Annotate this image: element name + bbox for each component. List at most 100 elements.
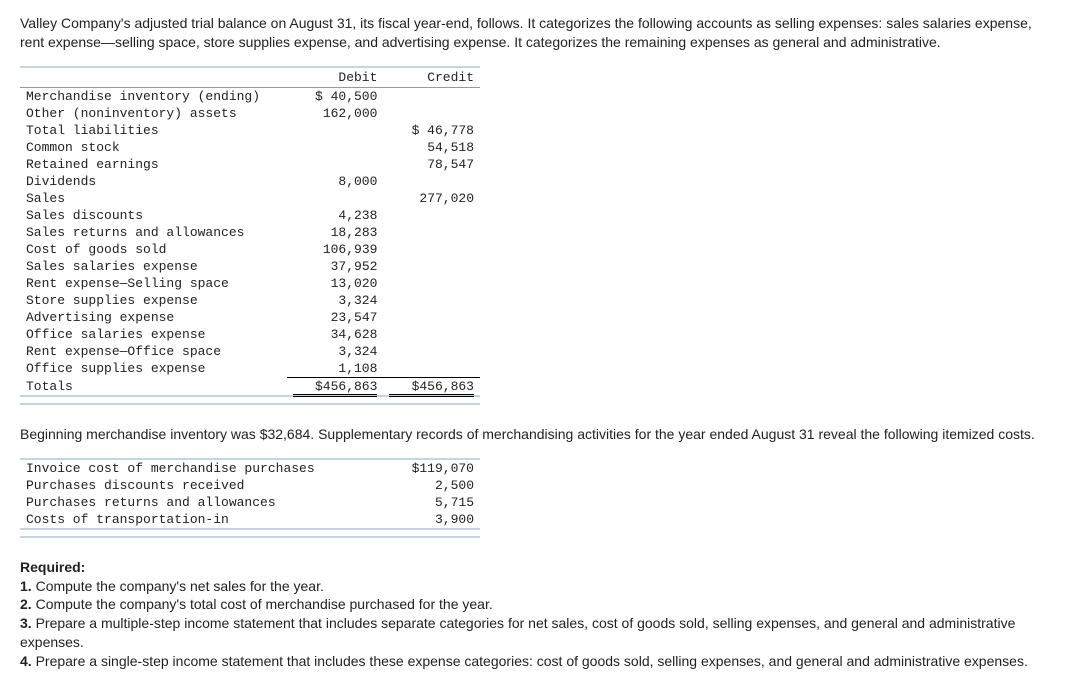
costs-row: Costs of transportation-in3,900 (20, 511, 480, 528)
required-item-text: Compute the company's total cost of merc… (36, 596, 493, 612)
tb-acct: Common stock (20, 139, 287, 156)
tb-debit (287, 139, 384, 156)
tb-header-credit: Credit (383, 68, 480, 88)
costs-acct: Invoice cost of merchandise purchases (20, 460, 360, 477)
mid-paragraph: Beginning merchandise inventory was $32,… (20, 425, 1055, 444)
blue-divider-2 (20, 536, 480, 538)
tb-credit (383, 292, 480, 309)
tb-credit: $ 46,778 (383, 122, 480, 139)
tb-debit: 4,238 (287, 207, 384, 224)
tb-credit (383, 241, 480, 258)
required-item-num: 3. (20, 615, 32, 631)
required-item: 1. Compute the company's net sales for t… (20, 577, 1055, 596)
tb-debit (287, 156, 384, 173)
tb-totals-credit: $456,863 (383, 377, 480, 395)
tb-row: Dividends8,000 (20, 173, 480, 190)
tb-header-debit: Debit (287, 68, 384, 88)
tb-acct: Advertising expense (20, 309, 287, 326)
costs-table: Invoice cost of merchandise purchases$11… (20, 460, 480, 528)
tb-row: Retained earnings 78,547 (20, 156, 480, 173)
tb-debit: 23,547 (287, 309, 384, 326)
tb-acct: Office supplies expense (20, 360, 287, 378)
tb-credit (383, 275, 480, 292)
tb-row: Cost of goods sold106,939 (20, 241, 480, 258)
tb-acct: Cost of goods sold (20, 241, 287, 258)
tb-row: Sales discounts4,238 (20, 207, 480, 224)
tb-header-acct (20, 68, 287, 88)
tb-totals-label: Totals (20, 377, 287, 395)
trial-balance-wrap: Debit Credit Merchandise inventory (endi… (20, 66, 480, 397)
tb-acct: Sales returns and allowances (20, 224, 287, 241)
tb-totals-row: Totals$456,863$456,863 (20, 377, 480, 395)
required-item-text: Compute the company's net sales for the … (36, 578, 324, 594)
tb-row: Other (noninventory) assets162,000 (20, 105, 480, 122)
tb-row: Common stock 54,518 (20, 139, 480, 156)
tb-acct: Store supplies expense (20, 292, 287, 309)
required-item: 4. Prepare a single-step income statemen… (20, 652, 1055, 671)
costs-val: $119,070 (360, 460, 480, 477)
tb-acct: Sales discounts (20, 207, 287, 224)
required-item-num: 1. (20, 578, 32, 594)
tb-credit: 54,518 (383, 139, 480, 156)
costs-val: 3,900 (360, 511, 480, 528)
tb-debit: 18,283 (287, 224, 384, 241)
costs-val: 5,715 (360, 494, 480, 511)
required-item: 2. Compute the company's total cost of m… (20, 595, 1055, 614)
tb-acct: Merchandise inventory (ending) (20, 87, 287, 105)
tb-debit: $ 40,500 (287, 87, 384, 105)
tb-acct: Retained earnings (20, 156, 287, 173)
tb-credit: 78,547 (383, 156, 480, 173)
tb-row: Store supplies expense3,324 (20, 292, 480, 309)
costs-wrap: Invoice cost of merchandise purchases$11… (20, 458, 480, 530)
required-item-text: Prepare a multiple-step income statement… (20, 615, 1015, 650)
tb-debit: 106,939 (287, 241, 384, 258)
required-section: Required: 1. Compute the company's net s… (20, 558, 1055, 671)
tb-acct: Other (noninventory) assets (20, 105, 287, 122)
tb-row: Sales 277,020 (20, 190, 480, 207)
tb-row: Office supplies expense1,108 (20, 360, 480, 378)
required-item: 3. Prepare a multiple-step income statem… (20, 614, 1055, 652)
blue-divider-1 (20, 403, 480, 405)
required-heading: Required: (20, 559, 85, 575)
tb-acct: Dividends (20, 173, 287, 190)
tb-debit: 3,324 (287, 292, 384, 309)
tb-row: Merchandise inventory (ending)$ 40,500 (20, 87, 480, 105)
tb-credit (383, 360, 480, 378)
required-item-num: 4. (20, 653, 32, 669)
tb-debit: 37,952 (287, 258, 384, 275)
tb-row: Advertising expense23,547 (20, 309, 480, 326)
costs-acct: Purchases returns and allowances (20, 494, 360, 511)
costs-acct: Costs of transportation-in (20, 511, 360, 528)
costs-row: Purchases returns and allowances5,715 (20, 494, 480, 511)
tb-debit: 8,000 (287, 173, 384, 190)
costs-val: 2,500 (360, 477, 480, 494)
tb-row: Rent expense—Selling space13,020 (20, 275, 480, 292)
tb-credit (383, 173, 480, 190)
trial-balance-table: Debit Credit Merchandise inventory (endi… (20, 68, 480, 395)
costs-row: Invoice cost of merchandise purchases$11… (20, 460, 480, 477)
tb-debit (287, 190, 384, 207)
tb-debit: 3,324 (287, 343, 384, 360)
tb-row: Sales salaries expense37,952 (20, 258, 480, 275)
tb-credit (383, 207, 480, 224)
costs-row: Purchases discounts received2,500 (20, 477, 480, 494)
tb-debit: 162,000 (287, 105, 384, 122)
required-item-num: 2. (20, 596, 32, 612)
costs-acct: Purchases discounts received (20, 477, 360, 494)
tb-acct: Rent expense—Selling space (20, 275, 287, 292)
tb-credit: 277,020 (383, 190, 480, 207)
tb-debit (287, 122, 384, 139)
tb-row: Office salaries expense34,628 (20, 326, 480, 343)
tb-credit (383, 105, 480, 122)
tb-credit (383, 309, 480, 326)
tb-acct: Rent expense—Office space (20, 343, 287, 360)
tb-row: Rent expense—Office space3,324 (20, 343, 480, 360)
tb-acct: Total liabilities (20, 122, 287, 139)
tb-row: Sales returns and allowances18,283 (20, 224, 480, 241)
tb-acct: Office salaries expense (20, 326, 287, 343)
tb-credit (383, 224, 480, 241)
tb-credit (383, 87, 480, 105)
tb-acct: Sales salaries expense (20, 258, 287, 275)
tb-acct: Sales (20, 190, 287, 207)
tb-credit (383, 258, 480, 275)
